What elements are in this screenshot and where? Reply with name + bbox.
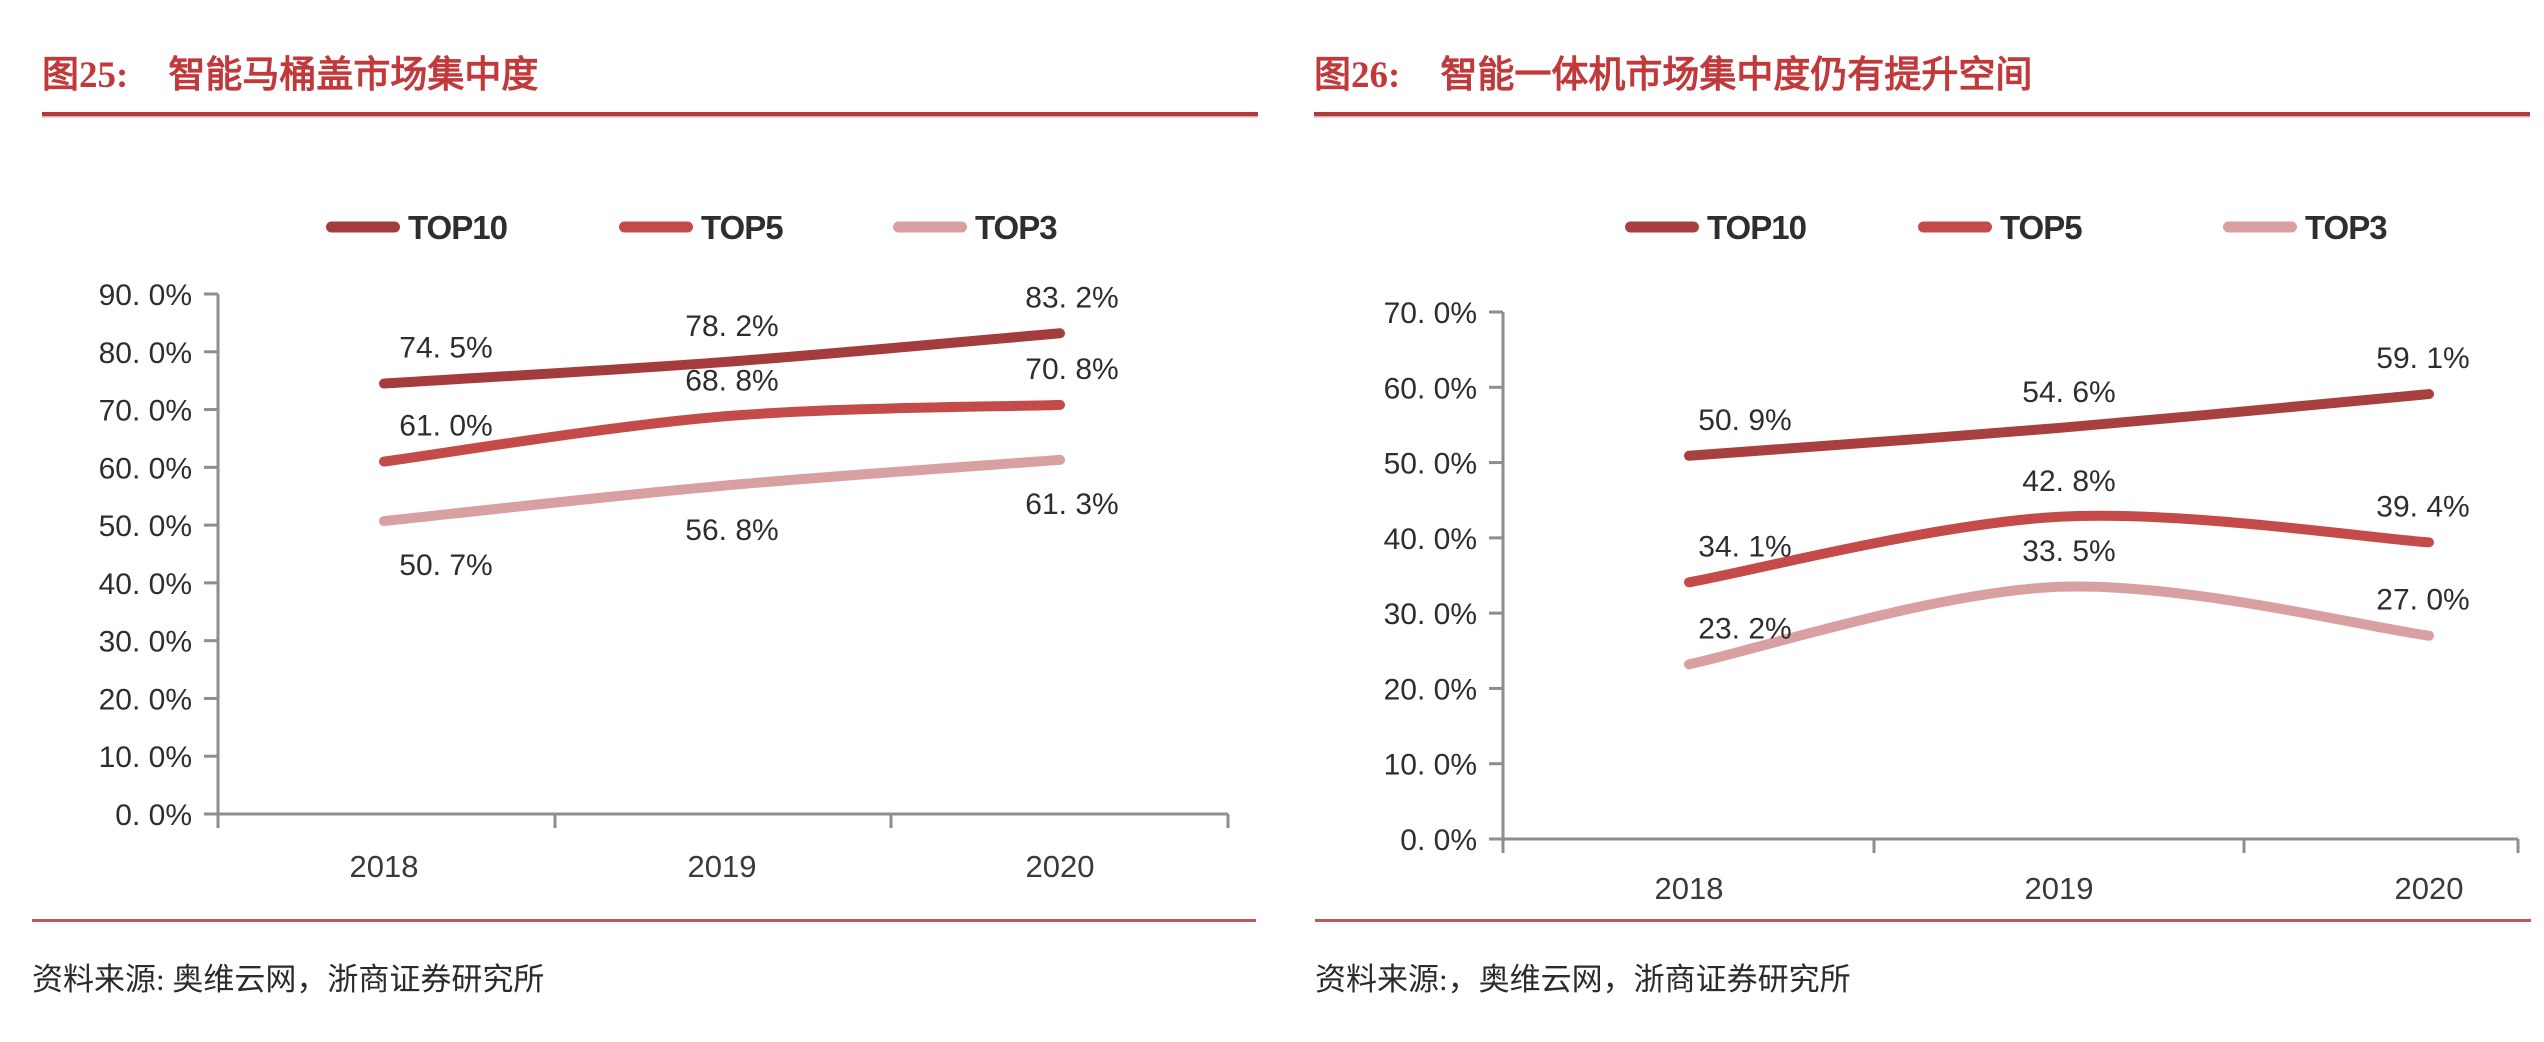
x-axis-label: 2019 [688, 849, 757, 884]
data-label-top5: 68. 8% [685, 364, 778, 397]
figure-25-panel: 图25: 智能马桶盖市场集中度 TOP10 TOP5 TOP3 0. 0% 10. 0% 2… [32, 44, 1258, 997]
series-line-top3 [1684, 581, 2434, 670]
data-label-top3: 50. 7% [399, 549, 492, 582]
series-line-top5 [1684, 510, 2434, 588]
data-label-top3: 33. 5% [2022, 535, 2115, 568]
legend-swatch-top3 [2223, 221, 2297, 233]
y-tick-label: 40. 0% [99, 568, 192, 601]
data-label-top10: 74. 5% [399, 332, 492, 365]
y-tick-label: 0. 0% [115, 799, 192, 832]
y-tick-label: 50. 0% [1384, 448, 1477, 481]
legend-label-top3: TOP3 [2305, 209, 2387, 246]
data-label-top10: 54. 6% [2022, 376, 2115, 409]
legend-swatch-top10 [1625, 221, 1699, 233]
source-text: 资料来源:，奥维云网，浙商证券研究所 [1315, 962, 1851, 997]
legend-label-top3: TOP3 [975, 209, 1057, 246]
series-line-top10 [379, 328, 1065, 389]
legend-label-top10: TOP10 [408, 209, 507, 246]
title-rule [1314, 112, 2530, 119]
series-line-top10 [1684, 389, 2434, 461]
legend-swatch-top3 [893, 221, 967, 233]
data-label-top3: 61. 3% [1025, 488, 1118, 521]
y-tick-label: 60. 0% [1384, 372, 1477, 405]
y-tick-label: 0. 0% [1400, 824, 1477, 857]
figure-number: 图25: [42, 55, 129, 96]
y-tick-label: 20. 0% [1384, 673, 1477, 706]
x-axis-label: 2020 [1026, 849, 1095, 884]
source-rule [1315, 919, 2531, 922]
line-chart-figure-25: TOP10 TOP5 TOP3 0. 0% 10. 0% 20. 0% 30. 0% 40. … [99, 209, 1230, 884]
data-label-top5: 39. 4% [2376, 490, 2469, 523]
data-label-top10: 59. 1% [2376, 342, 2469, 375]
series-line-top3 [379, 454, 1065, 527]
line-chart-figure-26: TOP10 TOP5 TOP3 0. 0% 10. 0% 20. 0% 30. 0% 40. … [1384, 209, 2520, 906]
figure-title-text: 智能一体机市场集中度仍有提升空间 [1440, 55, 2033, 96]
figure-title-text: 智能马桶盖市场集中度 [168, 55, 539, 96]
legend-swatch-top10 [326, 221, 400, 233]
y-tick-label: 70. 0% [99, 395, 192, 428]
x-axis-label: 2018 [1655, 871, 1724, 906]
y-tick-label: 40. 0% [1384, 523, 1477, 556]
y-tick-label: 30. 0% [99, 626, 192, 659]
figure-26-panel: 图26: 智能一体机市场集中度仍有提升空间 TOP10 TOP5 TOP3 0. 0% 1… [1272, 0, 2544, 1042]
y-tick-label: 10. 0% [99, 741, 192, 774]
y-tick-label: 90. 0% [99, 279, 192, 312]
source-text: 资料来源: 奥维云网，浙商证券研究所 [32, 962, 545, 997]
data-label-top10: 50. 9% [1698, 404, 1791, 437]
data-label-top10: 78. 2% [685, 310, 778, 343]
figure-number: 图26: [1314, 55, 1401, 96]
y-tick-label: 50. 0% [99, 510, 192, 543]
y-tick-label: 20. 0% [99, 683, 192, 716]
y-tick-label: 80. 0% [99, 337, 192, 370]
legend-label-top5: TOP5 [2000, 209, 2082, 246]
data-label-top3: 56. 8% [685, 514, 778, 547]
y-tick-label: 60. 0% [99, 452, 192, 485]
y-tick-label: 10. 0% [1384, 749, 1477, 782]
data-label-top3: 27. 0% [2376, 584, 2469, 617]
data-label-top5: 42. 8% [2022, 465, 2115, 498]
x-axis-label: 2020 [2395, 871, 2464, 906]
legend-swatch-top5 [619, 221, 693, 233]
data-label-top10: 83. 2% [1025, 281, 1118, 314]
figure-26-title: 图26: 智能一体机市场集中度仍有提升空间 [1314, 44, 2032, 98]
data-label-top3: 23. 2% [1698, 612, 1791, 645]
series-line-top5 [379, 399, 1065, 467]
figure-25-title: 图25: 智能马桶盖市场集中度 [42, 44, 538, 98]
legend-label-top5: TOP5 [701, 209, 783, 246]
legend-label-top10: TOP10 [1707, 209, 1806, 246]
title-rule [42, 112, 1258, 119]
data-label-top5: 34. 1% [1698, 530, 1791, 563]
source-rule [32, 919, 1256, 922]
y-tick-label: 70. 0% [1384, 297, 1477, 330]
data-label-top5: 61. 0% [399, 410, 492, 443]
y-tick-label: 30. 0% [1384, 598, 1477, 631]
x-axis-label: 2019 [2025, 871, 2094, 906]
x-axis-label: 2018 [350, 849, 419, 884]
data-label-top5: 70. 8% [1025, 353, 1118, 386]
legend-swatch-top5 [1918, 221, 1992, 233]
